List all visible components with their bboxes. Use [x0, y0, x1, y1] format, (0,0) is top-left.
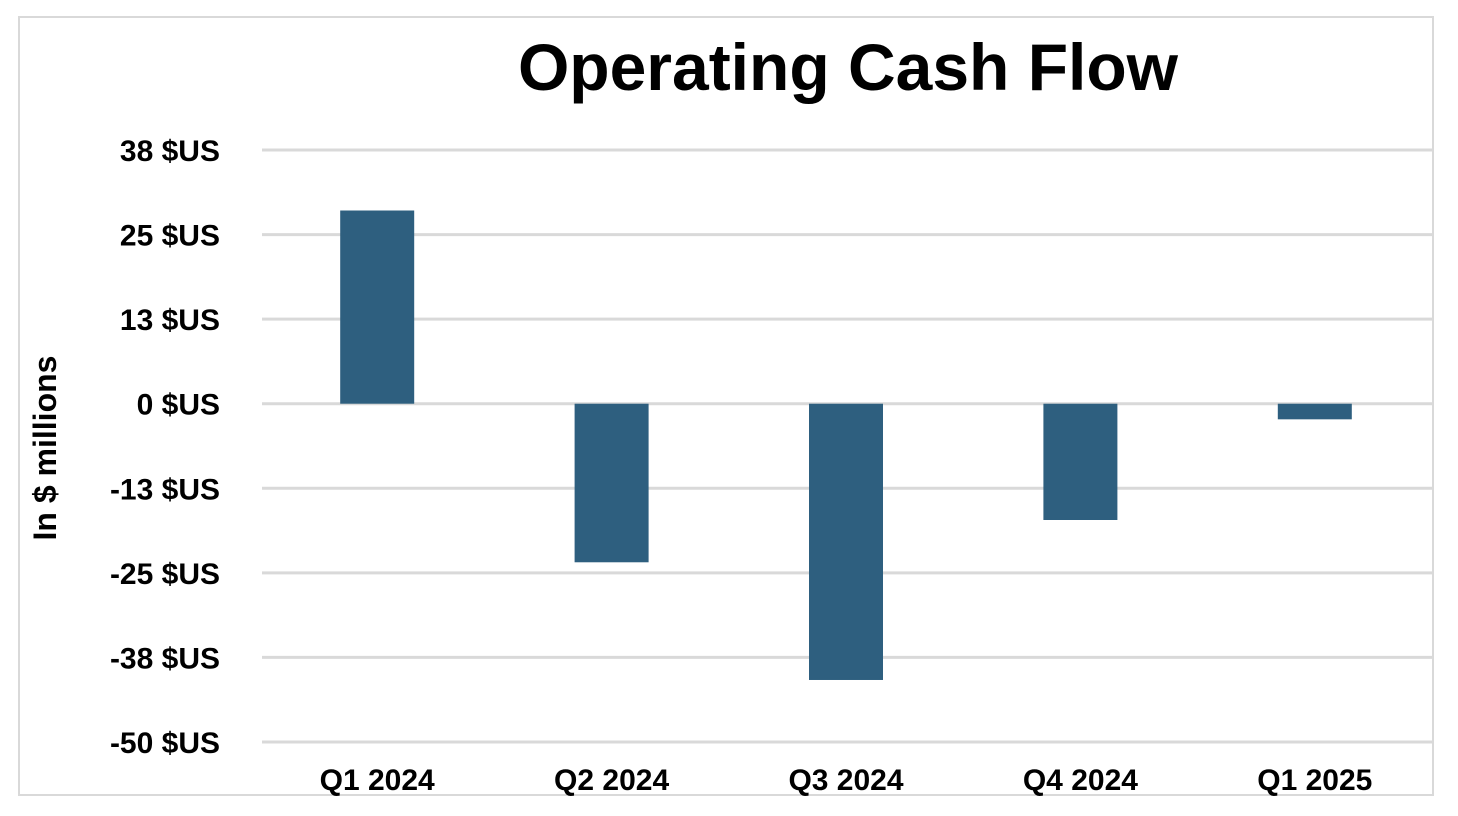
x-tick-label: Q1 2024	[320, 764, 435, 797]
chart-title: Operating Cash Flow	[518, 30, 1179, 104]
bar-q1-2025	[1277, 403, 1352, 420]
y-tick-label: 0 $US	[137, 389, 220, 422]
chart-frame	[18, 16, 1434, 796]
y-tick-label: 38 $US	[120, 135, 220, 168]
bar-q3-2024	[809, 403, 883, 680]
y-tick-label: -50 $US	[110, 727, 220, 760]
bars	[340, 210, 1352, 680]
x-tick-label: Q2 2024	[554, 764, 669, 797]
x-tick-label: Q1 2025	[1257, 764, 1372, 797]
y-tick-label: -25 $US	[110, 558, 220, 591]
y-tick-label: 13 $US	[120, 304, 220, 337]
bar-q4-2024	[1043, 403, 1118, 520]
x-tick-label: Q3 2024	[788, 764, 903, 797]
y-tick-label: -13 $US	[110, 473, 220, 506]
y-tick-label: 25 $US	[120, 220, 220, 253]
x-tick-label: Q4 2024	[1023, 764, 1138, 797]
x-tick-labels: Q1 2024 Q2 2024 Q3 2024 Q4 2024 Q1 2025	[320, 764, 1373, 797]
y-tick-labels: 38 $US 25 $US 13 $US 0 $US -13 $US -25 $US -38…	[110, 135, 220, 760]
bar-q2-2024	[574, 403, 649, 563]
y-axis-label: In $ millions	[27, 356, 63, 541]
bar-q1-2024	[340, 210, 415, 404]
y-tick-label: -38 $US	[110, 642, 220, 675]
